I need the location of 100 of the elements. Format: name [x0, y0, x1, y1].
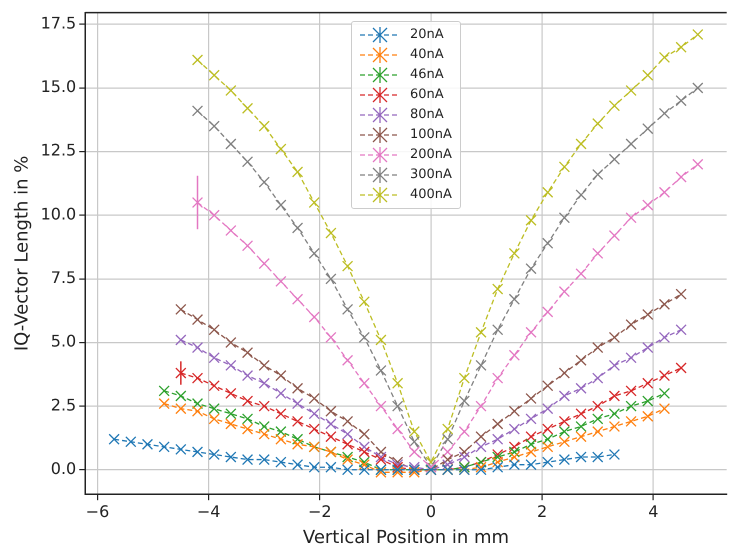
legend-label: 300nA [410, 167, 452, 182]
point [175, 304, 186, 315]
point [425, 456, 437, 468]
point [242, 454, 254, 466]
point [408, 466, 420, 478]
legend-label: 20nA [410, 27, 444, 42]
point [608, 332, 620, 343]
point [475, 431, 487, 442]
point [658, 332, 670, 343]
x-tick-label: −6 [86, 502, 110, 521]
point [575, 189, 587, 200]
point [375, 400, 387, 412]
point [392, 423, 404, 435]
point [375, 334, 387, 346]
y-tick-label: 15.0 [40, 77, 76, 96]
point [208, 120, 220, 132]
point [575, 382, 587, 394]
point [292, 438, 304, 450]
point [325, 227, 337, 239]
point [608, 154, 620, 165]
point [525, 446, 537, 458]
y-tick-label: 0.0 [50, 458, 76, 478]
point [558, 212, 570, 224]
point [225, 418, 236, 430]
point [542, 434, 554, 445]
point [475, 400, 487, 412]
point [275, 434, 286, 445]
point [192, 105, 204, 116]
point [308, 196, 320, 208]
point [275, 143, 286, 155]
point [275, 456, 286, 468]
point [525, 326, 537, 338]
point [525, 431, 537, 442]
point [192, 54, 204, 66]
point [208, 403, 220, 414]
point [208, 70, 220, 81]
point [542, 186, 554, 198]
point [392, 456, 404, 468]
point [225, 451, 236, 463]
point [676, 95, 687, 106]
point [492, 418, 504, 430]
point [225, 408, 236, 420]
point [608, 230, 620, 242]
point [258, 428, 270, 440]
point [458, 451, 470, 463]
point [508, 451, 520, 463]
point [225, 224, 236, 236]
point [325, 462, 337, 473]
point [525, 413, 537, 424]
point [275, 370, 286, 382]
point [592, 372, 604, 384]
point [475, 326, 487, 338]
point [342, 464, 354, 476]
point [625, 416, 637, 427]
point [308, 392, 320, 404]
point [575, 451, 587, 463]
point [592, 342, 604, 354]
point [325, 418, 337, 430]
point [242, 423, 254, 435]
point [275, 199, 286, 211]
point [342, 416, 354, 427]
point [558, 161, 570, 172]
legend-label: 200nA [410, 147, 452, 162]
point [625, 319, 637, 330]
legend-label: 46nA [410, 67, 444, 82]
point [642, 123, 654, 134]
point [458, 395, 470, 407]
y-axis-title: IQ-Vector Length in % [11, 156, 32, 352]
point [258, 176, 270, 188]
point [508, 441, 520, 452]
point [158, 441, 170, 452]
y-tick-label: 10.0 [40, 204, 76, 224]
y-tick-label: 5.0 [50, 332, 76, 351]
point [192, 342, 204, 354]
point [358, 464, 370, 476]
point [492, 451, 504, 463]
point [242, 395, 254, 407]
point [558, 454, 570, 466]
y-tick-label: 12.5 [40, 140, 76, 160]
y-tick-label: 2.5 [50, 395, 76, 414]
point [258, 360, 270, 371]
point [408, 436, 420, 448]
point [342, 454, 354, 466]
point [542, 380, 554, 392]
point [558, 436, 570, 448]
point [375, 451, 387, 463]
point [342, 304, 354, 315]
point [392, 459, 404, 470]
point [492, 448, 504, 460]
point [658, 52, 670, 63]
point [608, 408, 620, 420]
point [392, 400, 404, 412]
point [175, 334, 186, 346]
point [592, 168, 604, 180]
point [475, 462, 487, 473]
legend-label: 80nA [410, 107, 444, 122]
point [558, 416, 570, 427]
point [242, 370, 254, 382]
point [458, 372, 470, 384]
point [192, 446, 204, 458]
